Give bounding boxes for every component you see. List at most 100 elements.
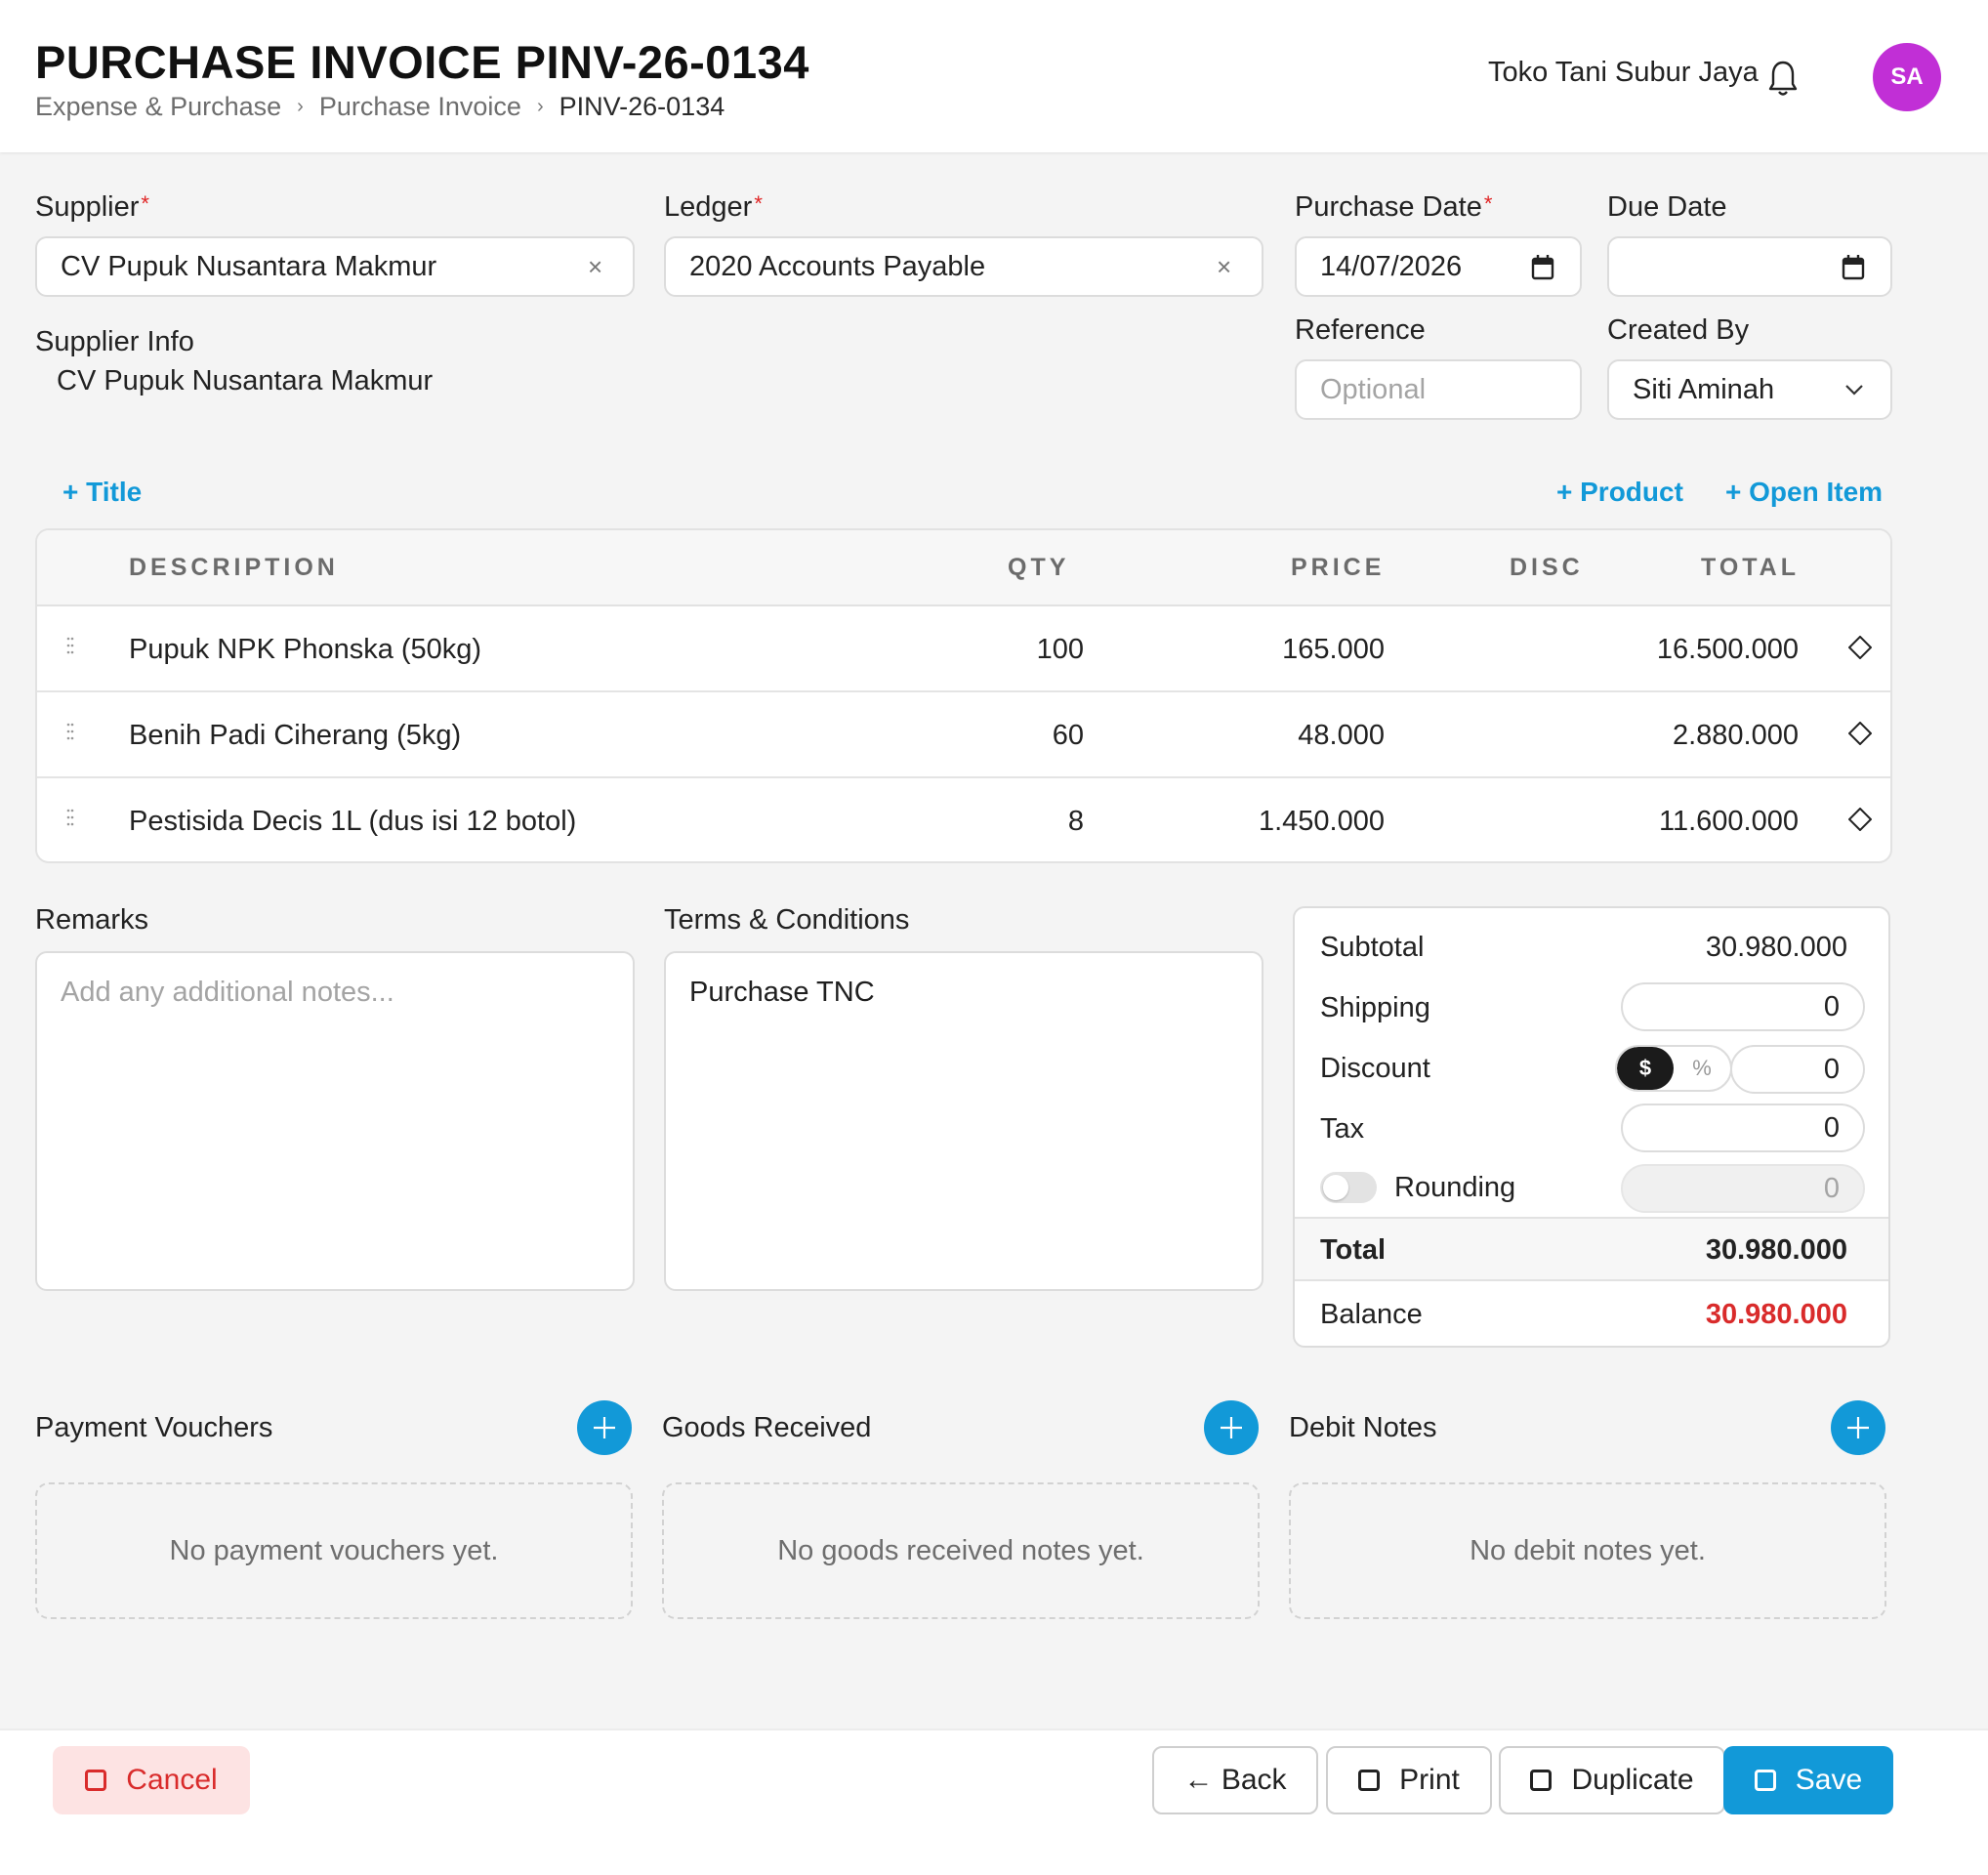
drag-handle-icon[interactable] — [66, 636, 74, 655]
square-icon — [1530, 1770, 1553, 1791]
item-qty[interactable]: 100 — [1036, 634, 1084, 665]
rounding-toggle[interactable] — [1320, 1172, 1377, 1203]
breadcrumb-item-current: PINV-26-0134 — [559, 92, 725, 121]
column-header-qty: QTY — [1008, 554, 1070, 581]
item-description[interactable]: Pestisida Decis 1L (dus isi 12 botol) — [129, 806, 577, 837]
column-header-disc: DISC — [1510, 554, 1584, 581]
discount-label: Discount — [1320, 1053, 1430, 1084]
bell-icon[interactable] — [1768, 59, 1798, 98]
terms-value: Purchase TNC — [689, 977, 875, 1008]
purchase-date-field[interactable]: 14/07/2026 — [1295, 236, 1582, 297]
balance-value: 30.980.000 — [1705, 1299, 1847, 1330]
supplier-value: CV Pupuk Nusantara Makmur — [61, 250, 437, 282]
diamond-icon[interactable] — [1848, 722, 1872, 745]
reference-input[interactable]: Optional — [1295, 359, 1582, 420]
item-price[interactable]: 165.000 — [1282, 634, 1385, 665]
column-header-description: DESCRIPTION — [129, 554, 339, 581]
supplier-label: Supplier* — [35, 191, 149, 223]
balance-label: Balance — [1320, 1299, 1423, 1330]
total-row — [1295, 1219, 1888, 1279]
table-row[interactable]: Pestisida Decis 1L (dus isi 12 botol) 8 … — [37, 778, 1890, 861]
discount-mode-amount[interactable]: $ — [1617, 1047, 1674, 1090]
created-by-select[interactable]: Siti Aminah — [1607, 359, 1892, 420]
supplier-select[interactable]: CV Pupuk Nusantara Makmur × — [35, 236, 635, 297]
table-header: DESCRIPTION QTY PRICE DISC TOTAL — [37, 530, 1890, 606]
drag-handle-icon[interactable] — [66, 722, 74, 741]
shipping-input[interactable]: 0 — [1621, 982, 1865, 1031]
subtotal-label: Subtotal — [1320, 932, 1425, 963]
back-button[interactable]: ← Back — [1152, 1746, 1318, 1814]
plus-icon — [1847, 1417, 1869, 1438]
purchase-date-value: 14/07/2026 — [1320, 250, 1463, 282]
item-total: 16.500.000 — [1656, 634, 1799, 665]
add-payment-voucher-button[interactable] — [577, 1400, 632, 1455]
square-icon — [1754, 1770, 1776, 1791]
item-price[interactable]: 1.450.000 — [1258, 806, 1385, 837]
divider — [1295, 1279, 1888, 1281]
tax-input[interactable]: 0 — [1621, 1104, 1865, 1152]
add-open-item-link[interactable]: + Open Item — [1725, 477, 1884, 507]
add-debit-note-button[interactable] — [1831, 1400, 1885, 1455]
item-total: 11.600.000 — [1659, 806, 1799, 837]
terms-textarea[interactable]: Purchase TNC — [664, 951, 1263, 1291]
duplicate-label: Duplicate — [1571, 1764, 1694, 1796]
page-header: PURCHASE INVOICE PINV-26-0134 Expense & … — [0, 0, 1988, 152]
drag-handle-icon[interactable] — [66, 808, 74, 827]
ledger-value: 2020 Accounts Payable — [689, 250, 986, 282]
remarks-label: Remarks — [35, 904, 149, 936]
subtotal-value: 30.980.000 — [1705, 932, 1847, 963]
discount-mode-toggle[interactable]: $ % — [1615, 1045, 1732, 1092]
due-date-label: Due Date — [1607, 191, 1727, 223]
required-marker: * — [1483, 191, 1493, 216]
required-marker: * — [754, 191, 763, 216]
add-goods-received-button[interactable] — [1204, 1400, 1259, 1455]
total-label: Total — [1320, 1234, 1387, 1266]
chevron-down-icon — [1845, 385, 1863, 396]
calendar-icon[interactable] — [1842, 254, 1865, 281]
terms-label: Terms & Conditions — [664, 904, 910, 936]
rounding-label: Rounding — [1394, 1172, 1516, 1203]
reference-label: Reference — [1295, 314, 1426, 346]
diamond-icon[interactable] — [1848, 636, 1872, 659]
item-price[interactable]: 48.000 — [1298, 720, 1385, 751]
column-header-total: TOTAL — [1701, 554, 1801, 581]
items-table: DESCRIPTION QTY PRICE DISC TOTAL Pupuk N… — [35, 528, 1892, 863]
diamond-icon[interactable] — [1848, 808, 1872, 831]
ledger-select[interactable]: 2020 Accounts Payable × — [664, 236, 1263, 297]
total-value: 30.980.000 — [1705, 1234, 1847, 1266]
cancel-button[interactable]: Cancel — [53, 1746, 250, 1814]
print-button[interactable]: Print — [1326, 1746, 1492, 1814]
item-total: 2.880.000 — [1672, 720, 1799, 751]
item-description[interactable]: Pupuk NPK Phonska (50kg) — [129, 634, 482, 665]
due-date-field[interactable] — [1607, 236, 1892, 297]
discount-input[interactable]: 0 — [1730, 1045, 1865, 1094]
add-title-link[interactable]: + Title — [62, 477, 143, 507]
plus-icon — [1221, 1417, 1242, 1438]
close-icon[interactable]: × — [1217, 252, 1232, 281]
close-icon[interactable]: × — [588, 252, 603, 281]
debit-notes-empty: No debit notes yet. — [1289, 1482, 1886, 1619]
rounding-input: 0 — [1621, 1164, 1865, 1213]
item-qty[interactable]: 8 — [1067, 806, 1084, 837]
duplicate-button[interactable]: Duplicate — [1499, 1746, 1725, 1814]
required-marker: * — [141, 191, 149, 216]
item-qty[interactable]: 60 — [1052, 720, 1084, 751]
goods-received-empty: No goods received notes yet. — [662, 1482, 1260, 1619]
remarks-textarea[interactable]: Add any additional notes... — [35, 951, 635, 1291]
created-by-value: Siti Aminah — [1633, 373, 1775, 405]
breadcrumb: Expense & Purchase › Purchase Invoice › … — [35, 92, 725, 122]
item-description[interactable]: Benih Padi Ciherang (5kg) — [129, 720, 462, 751]
debit-notes-title: Debit Notes — [1289, 1412, 1437, 1443]
page-title: PURCHASE INVOICE PINV-26-0134 — [35, 36, 809, 88]
breadcrumb-item-module[interactable]: Expense & Purchase — [35, 92, 282, 121]
payment-vouchers-title: Payment Vouchers — [35, 1412, 273, 1443]
discount-mode-percent[interactable]: % — [1692, 1056, 1712, 1080]
save-button[interactable]: Save — [1723, 1746, 1893, 1814]
avatar[interactable]: SA — [1873, 43, 1941, 111]
calendar-icon[interactable] — [1531, 254, 1554, 281]
add-product-link[interactable]: + Product — [1556, 477, 1683, 507]
table-row[interactable]: Benih Padi Ciherang (5kg) 60 48.000 2.88… — [37, 692, 1890, 778]
goods-received-title: Goods Received — [662, 1412, 872, 1443]
breadcrumb-item-list[interactable]: Purchase Invoice — [318, 92, 521, 121]
table-row[interactable]: Pupuk NPK Phonska (50kg) 100 165.000 16.… — [37, 606, 1890, 692]
